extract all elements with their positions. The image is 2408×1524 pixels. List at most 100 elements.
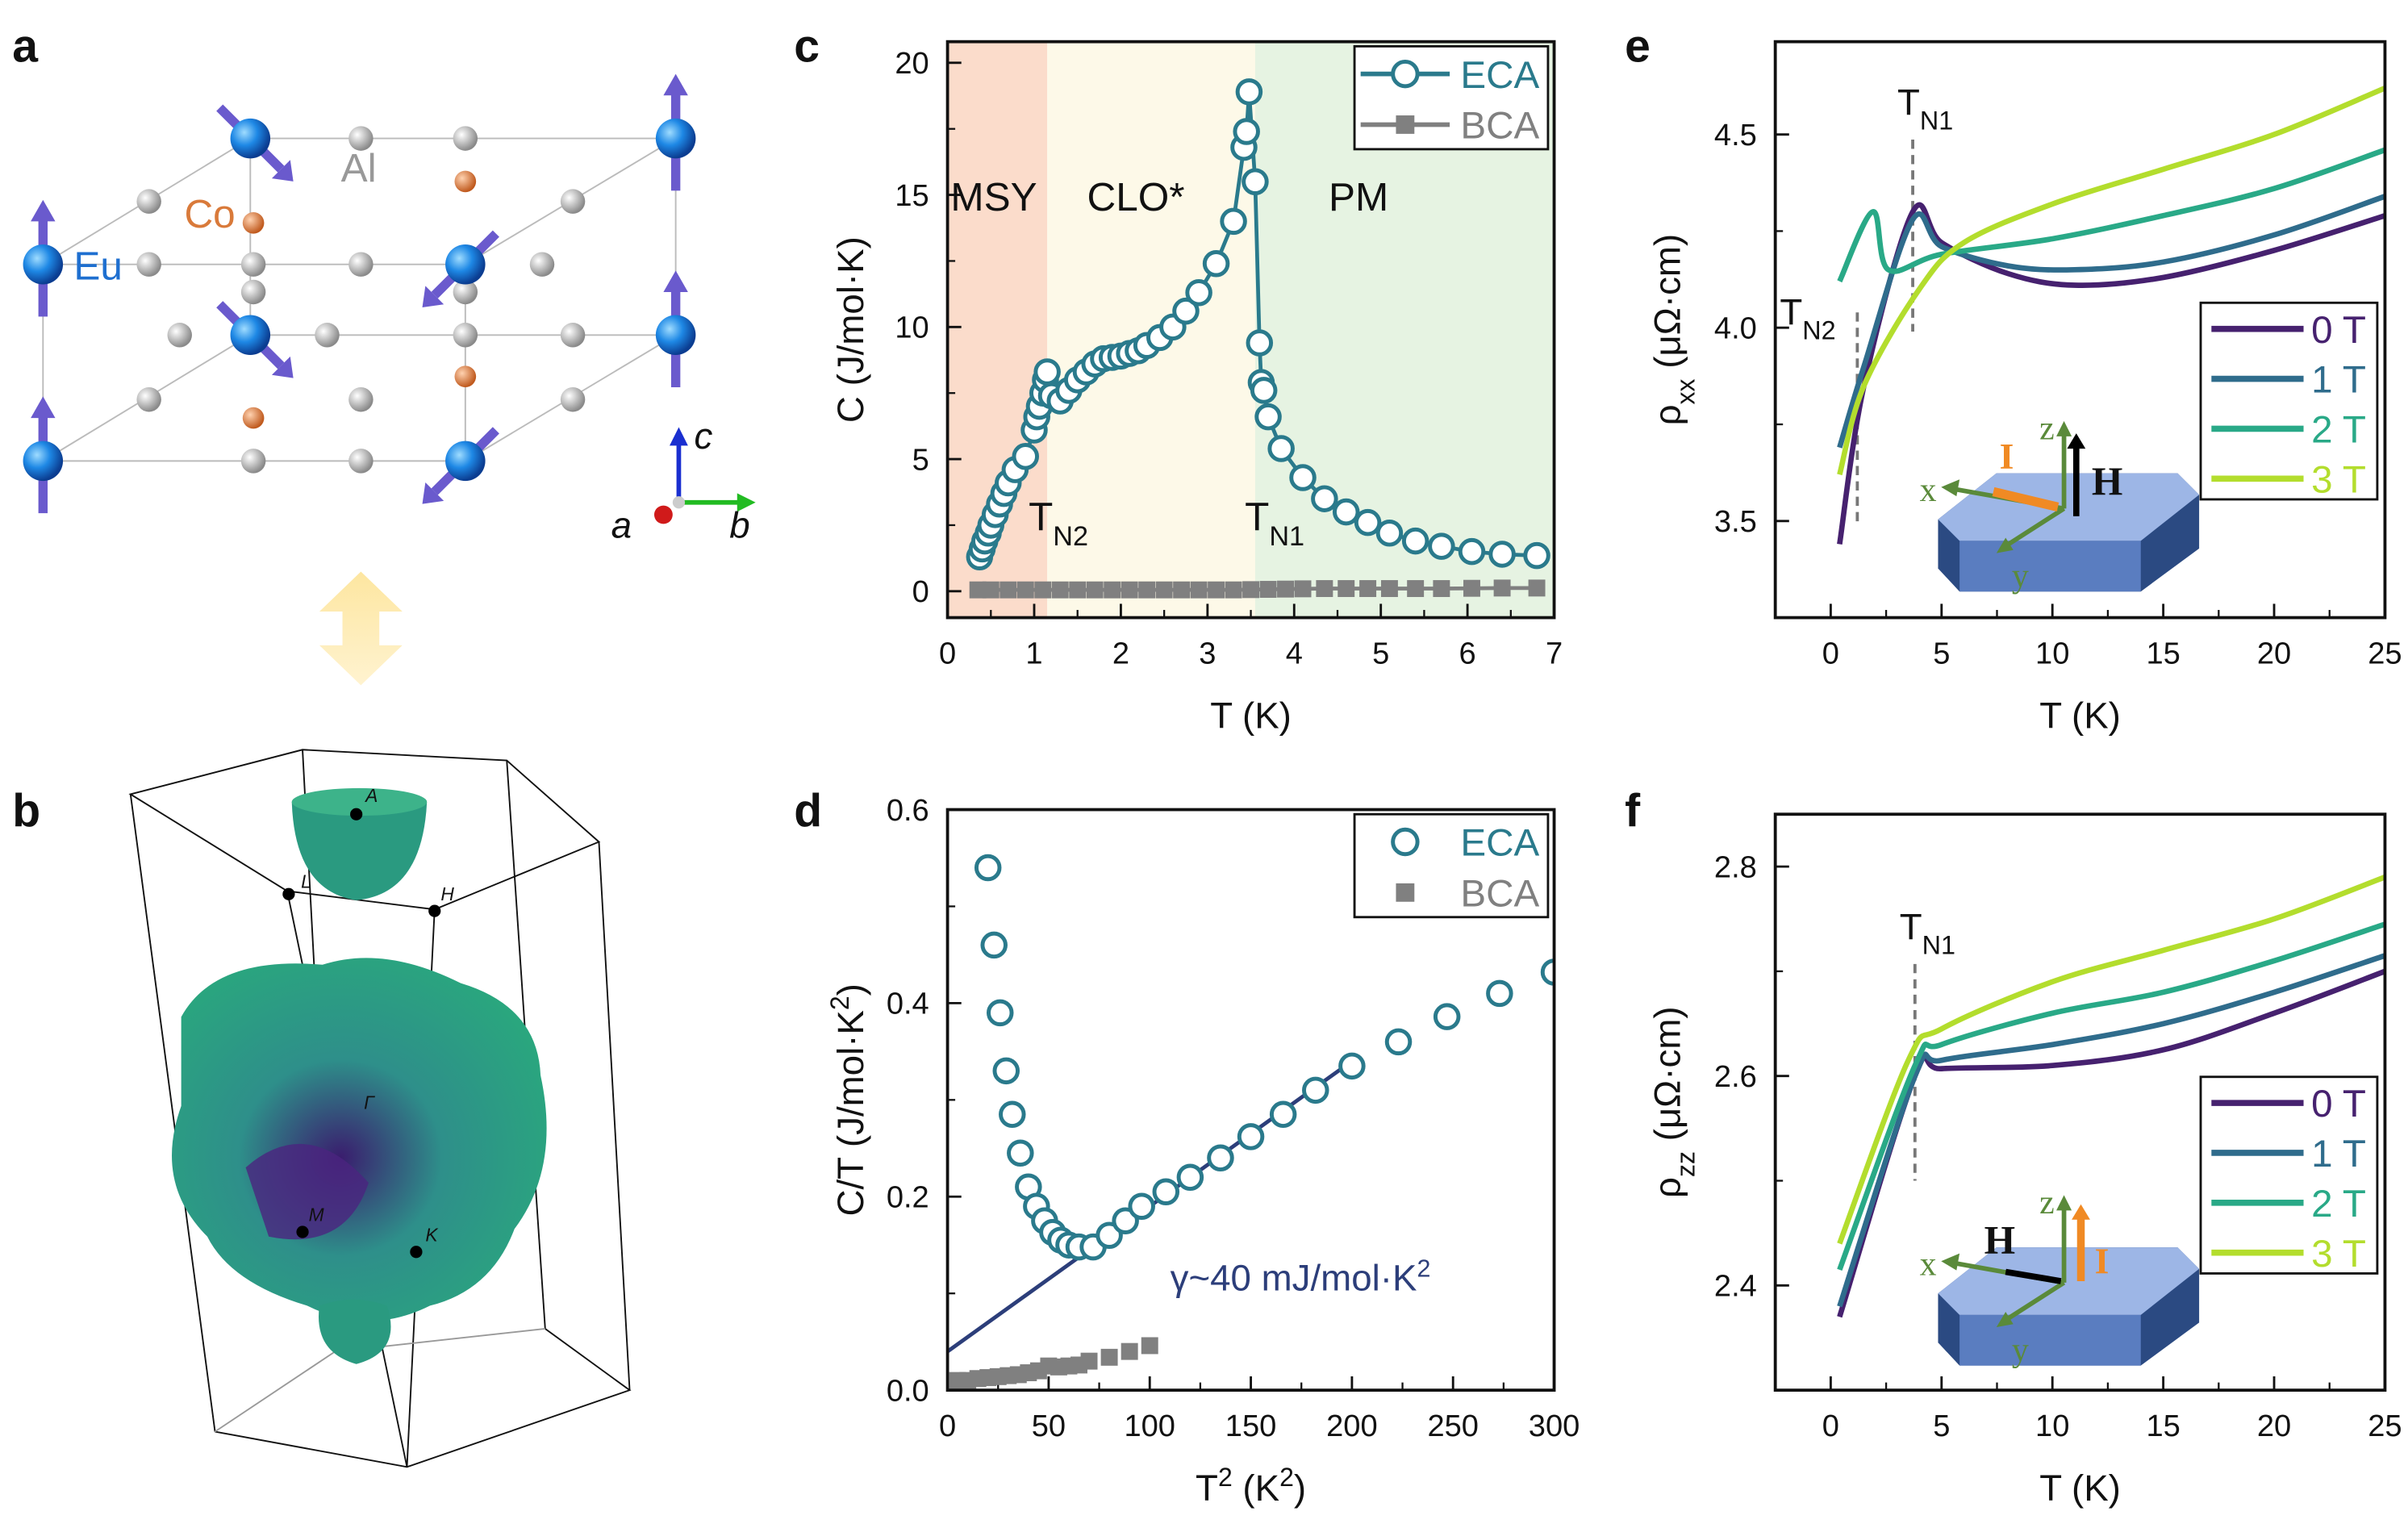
arrow-head-icon [2056,420,2072,436]
double-arrow-icon [319,571,403,686]
al-atom [348,449,374,474]
x-tick-label: 100 [1124,1409,1175,1443]
eu-atom [422,230,499,308]
al-atom [529,252,555,277]
al-atom [240,449,266,474]
data-point [1528,579,1546,597]
eu-sphere [23,244,64,285]
al-atom [348,252,374,277]
axis-label-part: T (K) [2039,695,2121,737]
axis-label: T (K) [2039,1468,2121,1509]
data-point [1311,485,1338,512]
transition-label: TN2 [1780,291,1835,344]
data-point [1190,581,1208,599]
legend-marker [1396,883,1415,902]
legend-label: 2 T [2311,1183,2366,1225]
legend-box [1353,812,1550,919]
series-eca [974,854,1555,1261]
data-point [1000,581,1017,599]
y-tick-label: 0.6 [887,794,929,828]
arrow-head-icon [663,270,688,292]
data-point [1384,1028,1413,1056]
region-label: MSY [950,175,1037,219]
legend-label: 1 T [2311,1133,2366,1175]
eu-sphere [23,440,64,482]
y-tick-label: 3.5 [1714,505,1757,539]
panel-label-a: a [12,20,39,72]
data-point [1433,1003,1461,1030]
legend-marker [1396,115,1415,134]
y-tick-label: 4.0 [1714,312,1757,346]
arrow-head-icon [2067,433,2086,449]
transition-label-sub: N1 [1922,930,1955,959]
gamma-annotation-main: γ~40 mJ/mol·K [1171,1257,1417,1298]
transition-label: TN2 [1029,495,1088,552]
field-label: H [1984,1218,2016,1263]
arrow-head-icon [271,160,294,182]
label-al: Al [341,146,377,190]
series-line [1837,953,2385,1308]
axis-label: T2 (K2) [1196,1463,1306,1509]
data-point [1208,581,1225,599]
data-point [1207,1144,1234,1172]
transition-label: TN1 [1245,495,1304,552]
axis-label: C/T (J/mol·K2) [825,983,871,1216]
x-tick-label: 0 [1822,1409,1839,1443]
axis-label-part: T (K) [1210,695,1292,737]
x-tick-label: 5 [1372,637,1389,671]
y-axis-arrow [2002,506,2066,549]
sample-geometry-inset: x y zI H [1920,411,2200,595]
x-tick-label: 10 [2035,1409,2069,1443]
arrow-head-icon [1996,1312,2014,1328]
data-point [1428,532,1455,560]
eu-sphere [655,315,696,356]
legend-marker [1391,827,1420,857]
data-point [1407,580,1425,598]
plot-area [1837,874,2385,1318]
data-point [980,931,1008,959]
chart-rho-zz: 0 5 10 15 20 25 2.4 2.6 2.8 T (K) ρzz (μΩ·cm) TN1 x y… [1647,812,2402,1509]
series-3t [1837,86,2385,476]
point-Gamma: Γ [364,1092,375,1113]
data-point [1488,541,1516,568]
axis-label: C (J/mol·K) [830,236,871,423]
legend-label: 3 T [2311,458,2366,501]
panel-label-e: e [1625,20,1651,72]
arrow-head-icon [2056,1195,2072,1211]
x-tick-label: 1 [1025,637,1042,671]
plot-area [966,78,1550,599]
point-M: M [309,1205,325,1225]
y-tick-label: 2.8 [1714,850,1757,884]
y-axis-label: y [2012,557,2029,595]
data-point [1220,207,1247,236]
al-atom [136,189,161,214]
data-point [1172,297,1200,325]
data-point [1034,581,1052,599]
data-point [1173,581,1191,599]
data-point [1259,581,1277,598]
series-eca [966,78,1550,570]
data-point [982,581,1000,599]
data-point [1401,527,1429,555]
arrow-head-icon [663,73,688,96]
al-atom [240,252,266,277]
x-tick-label: 0 [939,1409,956,1443]
series-1t [1837,194,2385,449]
data-point [1540,958,1555,986]
x-tick-label: 150 [1225,1409,1277,1443]
series-3t [1837,874,2385,1245]
axis-label-part: 2 [1279,1463,1294,1492]
x-tick-label: 0 [1822,637,1839,671]
data-point [974,854,1002,882]
al-atom [348,386,374,412]
arrow-head-icon [1996,537,2014,553]
legend-marker [1391,59,1420,89]
transition-label: TN1 [1900,906,1955,959]
eu-atom [216,104,294,182]
y-axis-arrow [2002,1280,2066,1323]
axis-label-part: (μΩ·cm) [1647,234,1688,379]
axis-b-label: b [729,505,749,546]
axis-label: T (K) [2039,695,2121,737]
legend-label: 1 T [2311,359,2366,402]
x-tick-label: 15 [2146,1409,2180,1443]
